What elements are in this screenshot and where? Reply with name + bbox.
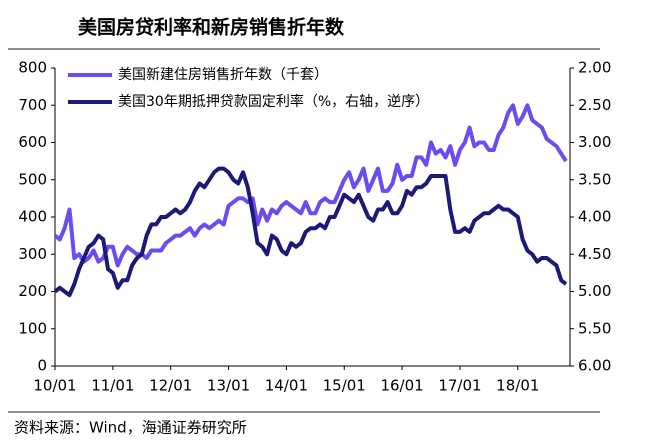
legend-label: 美国新建住房销售折年数（千套）: [118, 67, 328, 83]
x-tick-label: 15/01: [323, 377, 366, 395]
y2-tick-label: 6.00: [578, 357, 611, 375]
chart-title: 美国房贷利率和新房销售折年数: [78, 16, 345, 39]
y2-tick-label: 2.50: [578, 96, 611, 114]
y2-tick-label: 4.50: [578, 245, 611, 263]
series-line: [53, 166, 568, 298]
x-tick-label: 11/01: [91, 377, 134, 395]
x-tick-label: 10/01: [33, 377, 76, 395]
y-tick-label: 0: [37, 357, 47, 375]
y-tick-label: 500: [18, 170, 47, 188]
source-note: 资料来源：Wind，海通证券研究所: [14, 419, 247, 437]
y2-tick-label: 3.50: [578, 170, 611, 188]
y2-tick-label: 3.00: [578, 133, 611, 151]
y2-tick-label: 5.50: [578, 319, 611, 337]
x-tick-label: 17/01: [438, 377, 481, 395]
y-tick-label: 800: [18, 59, 47, 77]
y-tick-label: 300: [18, 245, 47, 263]
x-tick-label: 13/01: [207, 377, 250, 395]
y-tick-label: 600: [18, 133, 47, 151]
x-tick-label: 16/01: [380, 377, 423, 395]
y-tick-label: 200: [18, 282, 47, 300]
y2-tick-label: 4.00: [578, 208, 611, 226]
y2-tick-label: 2.00: [578, 59, 611, 77]
series-line: [53, 103, 568, 268]
y-tick-label: 400: [18, 208, 47, 226]
legend-label: 美国30年期抵押贷款固定利率（%，右轴，逆序）: [118, 93, 429, 110]
y-tick-label: 700: [18, 96, 47, 114]
x-tick-label: 12/01: [149, 377, 192, 395]
y2-tick-label: 5.00: [578, 282, 611, 300]
x-tick-label: 18/01: [496, 377, 539, 395]
y-tick-label: 100: [18, 319, 47, 337]
x-tick-label: 14/01: [265, 377, 308, 395]
